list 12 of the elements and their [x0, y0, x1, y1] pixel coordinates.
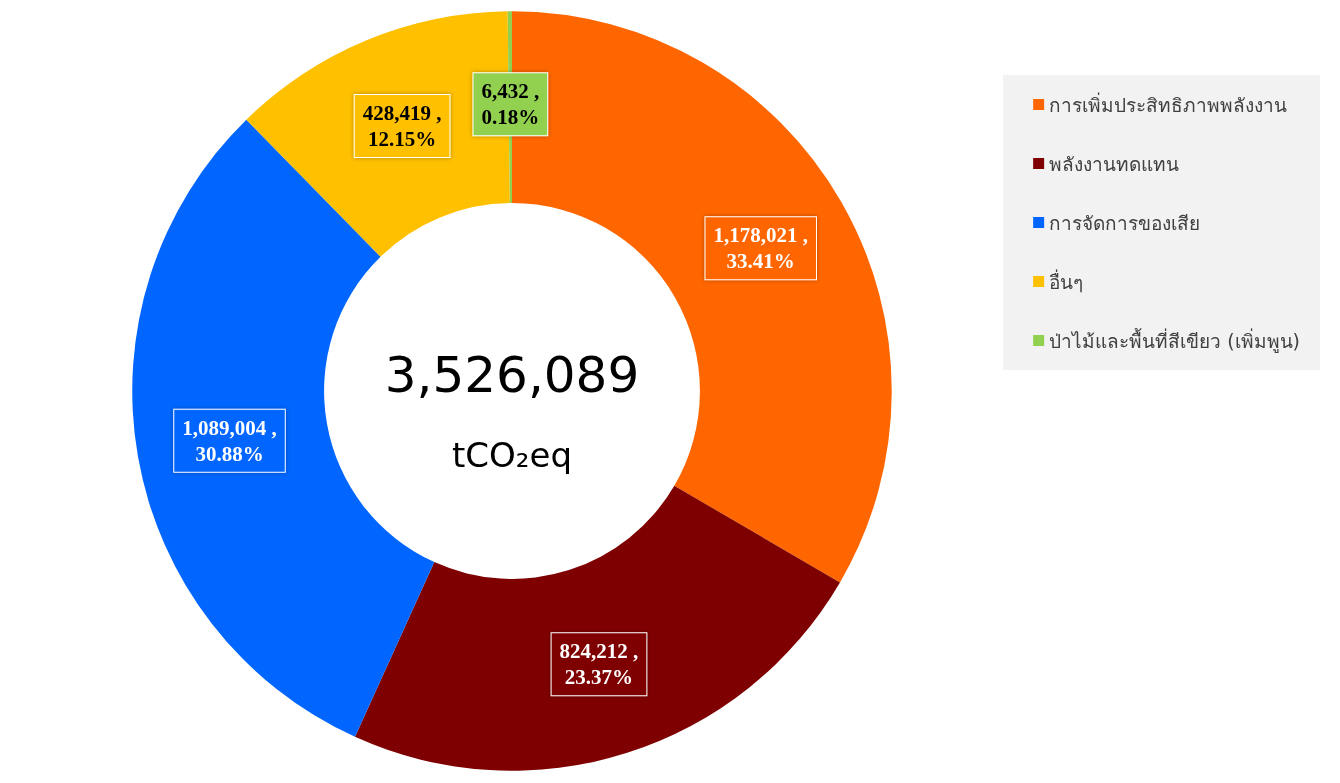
data-label: 428,419 , 12.15% — [362, 101, 442, 152]
legend-label: การจัดการของเสีย — [1049, 211, 1201, 234]
text: tCO₂eq — [452, 435, 572, 475]
data-label: 1,178,021 , 33.41% — [713, 223, 808, 274]
legend-label: การเพิ่มประสิทธิภาพพลังงาน — [1049, 91, 1288, 116]
legend-label: ป่าไม้และพื้นที่สีเขียว (เพิ่มพูน) — [1049, 327, 1301, 353]
data-label: 824,212 , 23.37% — [559, 639, 639, 690]
legend-label: พลังงานทดแทน — [1049, 152, 1180, 175]
text: 3,526,089 — [384, 346, 640, 404]
legend-label: อื่นๆ — [1049, 268, 1084, 293]
data-label: 1,089,004 , 30.88% — [182, 415, 277, 466]
data-label: 6,432 , 0.18% — [481, 79, 540, 130]
